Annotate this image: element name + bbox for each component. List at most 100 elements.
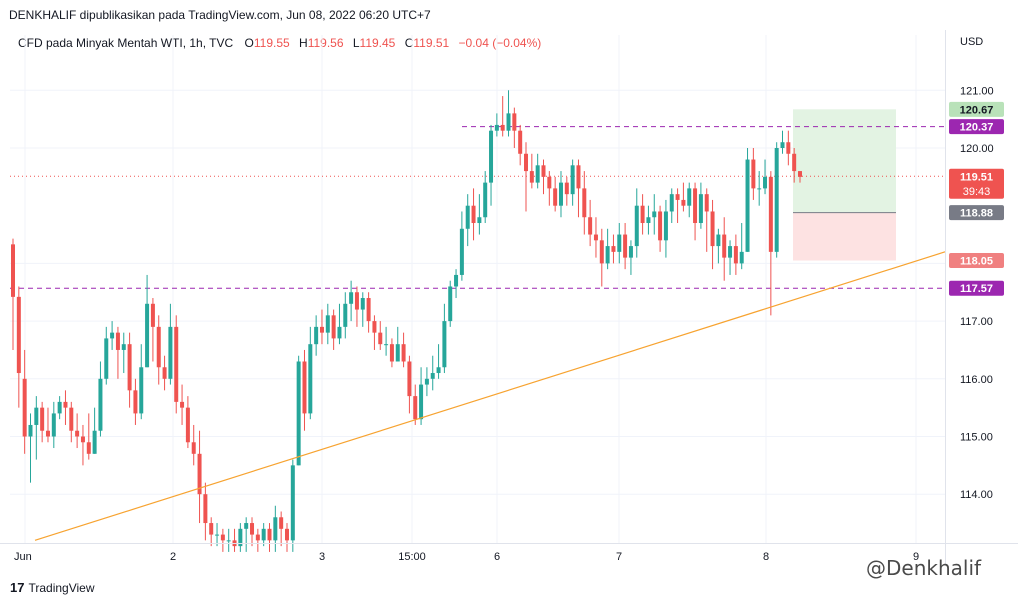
- trendline: [34, 251, 946, 541]
- tradingview-logo-text[interactable]: TradingView: [28, 580, 95, 595]
- candle-body: [314, 326, 319, 345]
- candle-body: [389, 344, 394, 362]
- candle-body: [279, 517, 284, 529]
- candle-body: [780, 142, 785, 148]
- x-tick-label: 8: [763, 551, 769, 563]
- candle-body: [693, 188, 698, 224]
- horizontal-levels: [10, 126, 945, 289]
- candle-body: [757, 188, 762, 190]
- price-tag: [949, 205, 1004, 221]
- candle-body: [86, 442, 91, 454]
- trendline: [34, 251, 946, 541]
- candle-body: [16, 296, 21, 374]
- candle-body: [728, 246, 733, 258]
- candle-body: [110, 332, 115, 339]
- candle-body: [687, 188, 692, 206]
- candle-body: [553, 188, 558, 206]
- position-zones: [793, 109, 896, 261]
- candle-body: [215, 534, 220, 536]
- price-tag: [949, 119, 1004, 135]
- candle-body: [547, 176, 552, 189]
- candle-body: [477, 217, 482, 224]
- candle-body: [792, 153, 797, 172]
- candle-body: [564, 182, 569, 195]
- candle-body: [180, 401, 185, 408]
- candle-body: [745, 159, 750, 252]
- candle-body: [384, 344, 389, 346]
- y-tick-label: 116.00: [960, 374, 993, 386]
- candle-body: [722, 234, 727, 258]
- candle-body: [28, 424, 33, 437]
- axes: 121.00120.00118.00117.00116.00115.00114.…: [0, 30, 1018, 565]
- candle-body: [588, 217, 593, 235]
- candle-body: [115, 332, 120, 350]
- candle-body: [640, 205, 645, 224]
- candle-body: [354, 292, 359, 310]
- candle-body: [121, 344, 126, 350]
- candle-body: [763, 176, 768, 189]
- candle-body: [454, 274, 459, 287]
- publisher-line: DENKHALIF dipublikasikan pada TradingVie…: [9, 8, 431, 22]
- candle-body: [798, 171, 802, 177]
- tradingview-logo-icon[interactable]: 17: [10, 580, 25, 595]
- close-label: C: [404, 36, 414, 50]
- candle-body: [75, 430, 80, 437]
- candle-body: [576, 165, 581, 189]
- candle-body: [465, 205, 470, 229]
- high-label: H: [299, 36, 308, 50]
- price-tag: [949, 168, 1004, 199]
- candle-body: [512, 113, 517, 131]
- symbol-name: CFD pada Minyak Mentah WTI, 1h, TVC: [18, 36, 234, 50]
- candle-body: [197, 453, 202, 495]
- y-tick-label: 120.00: [960, 143, 994, 155]
- candle-body: [424, 378, 429, 385]
- candle-body: [489, 130, 494, 183]
- close-value: 119.51: [413, 36, 450, 50]
- candle-body: [494, 124, 499, 131]
- candle-body: [174, 326, 179, 402]
- x-tick-label: Jun: [14, 551, 32, 563]
- candle-body: [483, 182, 488, 218]
- price-tag-label: 120.37: [960, 122, 994, 134]
- candle-body: [255, 534, 260, 541]
- candle-body: [360, 298, 365, 310]
- candle-body: [337, 326, 342, 339]
- candle-body: [22, 378, 27, 437]
- x-tick-label: 3: [319, 551, 325, 563]
- candle-body: [45, 430, 50, 437]
- candle-body: [57, 401, 62, 414]
- low-value: 119.45: [359, 36, 396, 50]
- candle-body: [80, 436, 85, 443]
- candle-body: [786, 142, 791, 154]
- candle-body: [646, 217, 651, 224]
- candle-body: [238, 528, 243, 547]
- loss-zone: [793, 212, 896, 261]
- candle-body: [634, 205, 639, 247]
- candle-body: [331, 315, 336, 339]
- candle-body: [244, 523, 249, 529]
- candle-body: [698, 194, 703, 224]
- candle-body: [617, 234, 622, 252]
- candle-body: [710, 211, 715, 247]
- candle-body: [63, 401, 68, 408]
- candle-body: [267, 528, 272, 541]
- candle-body: [704, 194, 709, 212]
- candle-body: [681, 199, 686, 206]
- candle-body: [139, 367, 144, 414]
- candle-body: [558, 182, 563, 206]
- candle-body: [156, 326, 161, 368]
- price-tag-label: 119.51: [960, 171, 993, 183]
- candle-body: [774, 148, 779, 252]
- footer[interactable]: 17 TradingView: [10, 580, 95, 595]
- candle-body: [145, 303, 150, 368]
- candle-body: [302, 361, 307, 414]
- candle-body: [220, 534, 225, 541]
- candle-body: [570, 165, 575, 195]
- x-tick-label: 2: [170, 551, 176, 563]
- candle-body: [768, 176, 773, 252]
- price-tag-label: 118.88: [960, 208, 993, 220]
- candles: [11, 90, 802, 552]
- watermark: @Denkhalif: [866, 556, 982, 580]
- y-tick-label: 117.00: [960, 316, 993, 328]
